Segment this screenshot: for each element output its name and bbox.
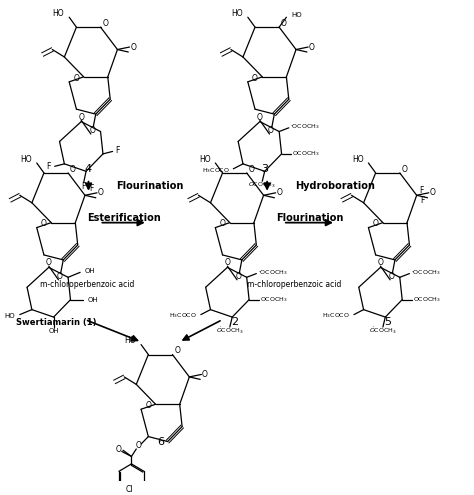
Text: O: O	[146, 401, 151, 410]
Text: O: O	[219, 219, 226, 228]
Text: O: O	[268, 126, 273, 135]
Text: $\cdot$OCOCH$_3$: $\cdot$OCOCH$_3$	[257, 268, 287, 277]
Text: O: O	[276, 188, 282, 198]
Text: 4: 4	[85, 164, 92, 174]
Text: Hydroboration: Hydroboration	[295, 181, 375, 191]
Text: 6: 6	[157, 437, 164, 446]
Text: O: O	[378, 258, 383, 267]
Text: O: O	[46, 258, 52, 267]
Text: HO: HO	[231, 9, 243, 18]
Text: O: O	[41, 219, 47, 228]
Text: O: O	[248, 165, 254, 174]
Text: 2: 2	[231, 317, 238, 327]
Text: H$_3$COCO: H$_3$COCO	[169, 311, 197, 320]
Text: O: O	[235, 272, 241, 281]
Text: O: O	[309, 43, 315, 51]
Text: O: O	[401, 165, 407, 174]
Text: 5: 5	[384, 317, 391, 327]
Text: HO: HO	[4, 313, 15, 319]
Text: HO: HO	[20, 155, 32, 164]
Text: $\cdot$OCOCH$_3$: $\cdot$OCOCH$_3$	[290, 122, 319, 131]
Text: $\dot{O}$COCH$_3$: $\dot{O}$COCH$_3$	[369, 326, 397, 336]
Text: O: O	[57, 272, 63, 281]
Text: Swertiamarin (1): Swertiamarin (1)	[16, 318, 96, 327]
Text: OH: OH	[85, 268, 96, 274]
Text: HO: HO	[125, 337, 136, 346]
Text: HO: HO	[291, 12, 302, 18]
Text: O: O	[257, 113, 263, 122]
Text: HO: HO	[53, 9, 64, 18]
Text: O: O	[130, 43, 136, 51]
Text: O: O	[78, 113, 84, 122]
Text: F: F	[47, 162, 51, 171]
Text: $\dot{O}$COCH$_3$: $\dot{O}$COCH$_3$	[216, 326, 244, 336]
Text: Esterification: Esterification	[87, 213, 160, 223]
Text: Flourination: Flourination	[276, 213, 343, 223]
Text: F: F	[420, 196, 425, 205]
Text: m-chloroperbenzoic acid: m-chloroperbenzoic acid	[40, 280, 135, 289]
Text: F: F	[116, 147, 120, 155]
Text: O: O	[202, 370, 208, 379]
Text: O: O	[174, 346, 180, 355]
Text: O: O	[73, 74, 79, 83]
Text: OCOCH$_3$: OCOCH$_3$	[260, 295, 288, 304]
Text: O: O	[388, 272, 394, 281]
Text: Flourination: Flourination	[116, 181, 184, 191]
Text: O: O	[98, 188, 104, 198]
Text: OCOCH$_3$: OCOCH$_3$	[292, 149, 320, 158]
Text: OCOCH$_3$: OCOCH$_3$	[413, 295, 441, 304]
Text: $\cdot$OCOCH$_3$: $\cdot$OCOCH$_3$	[410, 268, 440, 277]
Text: O: O	[373, 219, 379, 228]
Text: H$_3$COCO: H$_3$COCO	[202, 166, 230, 175]
Text: O: O	[281, 19, 287, 28]
Text: OH: OH	[87, 297, 98, 302]
Text: m-chloroperbenzoic acid: m-chloroperbenzoic acid	[246, 280, 341, 289]
Text: F: F	[90, 184, 94, 193]
Text: F: F	[82, 182, 86, 191]
Text: O: O	[116, 445, 122, 454]
Text: O: O	[70, 165, 76, 174]
Text: 3: 3	[261, 164, 268, 174]
Text: HO: HO	[199, 155, 210, 164]
Text: O: O	[252, 74, 258, 83]
Text: $\dot{O}$COCH$_3$: $\dot{O}$COCH$_3$	[248, 180, 276, 190]
Text: HO: HO	[352, 155, 364, 164]
Text: OH: OH	[48, 328, 59, 334]
Text: O: O	[225, 258, 230, 267]
Text: F: F	[419, 186, 423, 195]
Text: O: O	[102, 19, 108, 28]
Text: Cl: Cl	[126, 485, 133, 494]
Text: O: O	[89, 126, 95, 135]
Text: H$_3$COCO: H$_3$COCO	[322, 311, 350, 320]
Text: O: O	[135, 441, 141, 450]
Text: O: O	[429, 188, 435, 198]
